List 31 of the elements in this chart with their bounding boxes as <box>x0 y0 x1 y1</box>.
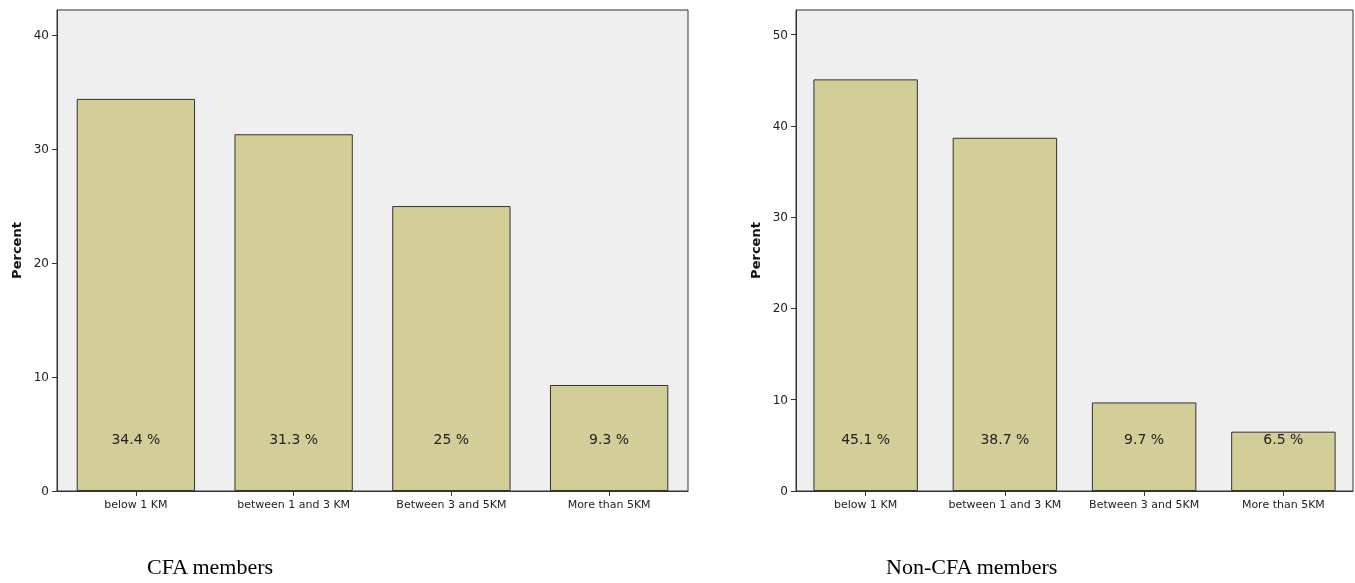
y-tick-label: 40 <box>772 118 788 133</box>
y-tick-label: 20 <box>772 301 788 316</box>
y-tick-label: 30 <box>33 142 49 157</box>
x-tick-label: More than 5KM <box>1241 498 1325 511</box>
y-tick-label: 40 <box>33 28 49 43</box>
text: CFA members <box>147 553 274 579</box>
x-tick-label: Between 3 and 5KM <box>1089 498 1200 511</box>
y-axis-title: Percent <box>8 222 24 279</box>
data-label: 38.7 % <box>980 431 1030 447</box>
data-label: 45.1 % <box>841 431 891 447</box>
x-tick-label: between 1 and 3 KM <box>237 498 351 511</box>
y-tick-label: 50 <box>772 27 788 42</box>
data-label: 31.3 % <box>269 431 319 447</box>
y-tick-label: 20 <box>33 256 49 271</box>
data-label: 25 % <box>433 431 470 447</box>
y-tick-label: 0 <box>41 484 49 498</box>
x-tick-label: below 1 KM <box>834 498 898 511</box>
data-label: 9.3 % <box>589 431 630 447</box>
y-tick-label: 30 <box>772 210 788 225</box>
x-tick-label: below 1 KM <box>104 498 168 511</box>
y-tick-label: 0 <box>780 484 788 498</box>
text: Non-CFA members <box>886 553 1058 579</box>
x-tick-label: between 1 and 3 KM <box>948 498 1062 511</box>
y-tick-label: 10 <box>772 392 788 407</box>
data-label: 6.5 % <box>1263 431 1304 447</box>
x-tick-label: More than 5KM <box>567 498 651 511</box>
x-tick-label: Between 3 and 5KM <box>396 498 507 511</box>
data-label: 34.4 % <box>111 431 161 447</box>
y-tick-label: 10 <box>33 370 49 385</box>
data-label: 9.7 % <box>1124 431 1165 447</box>
y-axis-title: Percent <box>747 222 763 279</box>
